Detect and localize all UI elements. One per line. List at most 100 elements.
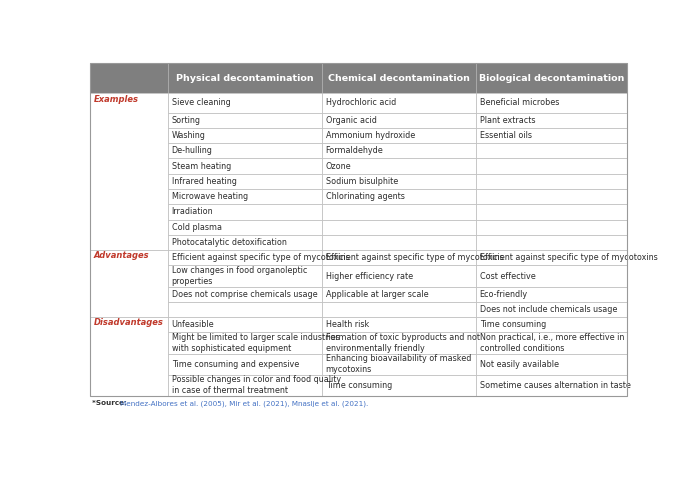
Bar <box>322 235 476 250</box>
Text: Chemical decontamination: Chemical decontamination <box>328 73 470 83</box>
Text: Sodium bisulphite: Sodium bisulphite <box>326 177 398 186</box>
Text: Cold plasma: Cold plasma <box>172 223 222 232</box>
Text: Does not include chemicals usage: Does not include chemicals usage <box>480 305 617 314</box>
Text: De-hulling: De-hulling <box>172 146 213 156</box>
Bar <box>476 220 627 235</box>
Bar <box>168 93 322 113</box>
Text: Non practical, i.e., more effective in
controlled conditions: Non practical, i.e., more effective in c… <box>480 333 624 353</box>
Bar <box>476 174 627 189</box>
Text: Irradiation: Irradiation <box>172 207 214 216</box>
Bar <box>476 302 627 317</box>
Bar <box>322 333 476 354</box>
Text: Possible changes in color and food quality
in case of thermal treatment: Possible changes in color and food quali… <box>172 375 341 395</box>
Bar <box>168 235 322 250</box>
Bar <box>476 143 627 158</box>
Bar <box>168 220 322 235</box>
Text: Beneficial microbes: Beneficial microbes <box>480 98 559 108</box>
Text: Cost effective: Cost effective <box>480 272 536 280</box>
Text: Washing: Washing <box>172 131 206 140</box>
Text: Sometime causes alternation in taste: Sometime causes alternation in taste <box>480 381 631 390</box>
Bar <box>322 250 476 265</box>
Bar <box>476 158 627 174</box>
Text: Sieve cleaning: Sieve cleaning <box>172 98 230 108</box>
Bar <box>476 128 627 143</box>
Bar <box>168 375 322 396</box>
Bar <box>476 375 627 396</box>
Bar <box>476 250 627 265</box>
Bar <box>90 250 168 317</box>
Bar <box>322 189 476 204</box>
Text: Disadvantages: Disadvantages <box>94 318 163 327</box>
Text: Time consuming: Time consuming <box>326 381 392 390</box>
Bar <box>476 204 627 220</box>
Text: Higher efficiency rate: Higher efficiency rate <box>326 272 413 280</box>
Text: Does not comprise chemicals usage: Does not comprise chemicals usage <box>172 290 317 299</box>
Text: Health risk: Health risk <box>326 320 369 329</box>
Text: Ozone: Ozone <box>326 162 351 170</box>
Bar <box>168 204 322 220</box>
Bar <box>168 265 322 287</box>
Bar <box>168 158 322 174</box>
Text: Sorting: Sorting <box>172 116 201 125</box>
Text: Ammonium hydroxide: Ammonium hydroxide <box>326 131 415 140</box>
Bar <box>476 317 627 333</box>
Bar <box>168 143 322 158</box>
Text: Chlorinating agents: Chlorinating agents <box>326 192 405 201</box>
Text: Might be limited to larger scale industries
with sophisticated equipment: Might be limited to larger scale industr… <box>172 333 340 353</box>
Bar <box>322 302 476 317</box>
Bar <box>322 317 476 333</box>
Text: Steam heating: Steam heating <box>172 162 231 170</box>
Text: Infrared heating: Infrared heating <box>172 177 237 186</box>
Bar <box>168 128 322 143</box>
Bar <box>322 128 476 143</box>
Text: Efficient against specific type of mycotoxins: Efficient against specific type of mycot… <box>172 253 349 263</box>
Bar <box>168 333 322 354</box>
Bar <box>168 174 322 189</box>
Bar <box>476 189 627 204</box>
Bar <box>90 63 627 93</box>
Bar <box>322 158 476 174</box>
Bar <box>90 93 168 250</box>
Text: *Source:: *Source: <box>92 400 130 406</box>
Text: Advantages: Advantages <box>94 251 149 260</box>
Text: Formaldehyde: Formaldehyde <box>326 146 384 156</box>
Text: Efficient against specific type of mycotoxins: Efficient against specific type of mycot… <box>326 253 503 263</box>
Bar <box>322 174 476 189</box>
Text: Unfeasible: Unfeasible <box>172 320 214 329</box>
Text: Time consuming: Time consuming <box>480 320 546 329</box>
Bar <box>168 287 322 302</box>
Bar <box>476 354 627 375</box>
Bar <box>322 375 476 396</box>
Bar <box>168 250 322 265</box>
Bar <box>476 287 627 302</box>
Text: Microwave heating: Microwave heating <box>172 192 248 201</box>
Bar <box>168 354 322 375</box>
Text: Examples: Examples <box>94 96 139 104</box>
Bar <box>476 333 627 354</box>
Text: Hydrochloric acid: Hydrochloric acid <box>326 98 396 108</box>
Text: Time consuming and expensive: Time consuming and expensive <box>172 360 299 369</box>
Text: Biological decontamination: Biological decontamination <box>479 73 624 83</box>
Bar <box>476 113 627 128</box>
Text: Eco-friendly: Eco-friendly <box>480 290 528 299</box>
Bar <box>322 220 476 235</box>
Text: Formation of toxic byproducts and not
environmentally friendly: Formation of toxic byproducts and not en… <box>326 333 480 353</box>
Text: Plant extracts: Plant extracts <box>480 116 536 125</box>
Text: Not easily available: Not easily available <box>480 360 559 369</box>
Text: Low changes in food organoleptic
properties: Low changes in food organoleptic propert… <box>172 266 307 286</box>
Bar <box>322 265 476 287</box>
Bar <box>90 63 627 396</box>
Text: Physical decontamination: Physical decontamination <box>176 73 314 83</box>
Text: Enhancing bioavailability of masked
mycotoxins: Enhancing bioavailability of masked myco… <box>326 354 471 374</box>
Bar <box>322 204 476 220</box>
Text: Photocatalytic detoxification: Photocatalytic detoxification <box>172 238 286 247</box>
Text: Mendez-Albores et al. (2005), Mir et al. (2021), Mnaslje et al. (2021).: Mendez-Albores et al. (2005), Mir et al.… <box>120 400 368 407</box>
Text: Essential oils: Essential oils <box>480 131 532 140</box>
Bar <box>322 354 476 375</box>
Bar <box>90 317 168 396</box>
Bar <box>168 113 322 128</box>
Text: Efficient against specific type of mycotoxins: Efficient against specific type of mycot… <box>480 253 657 263</box>
Bar <box>168 302 322 317</box>
Text: Organic acid: Organic acid <box>326 116 377 125</box>
Bar <box>322 287 476 302</box>
